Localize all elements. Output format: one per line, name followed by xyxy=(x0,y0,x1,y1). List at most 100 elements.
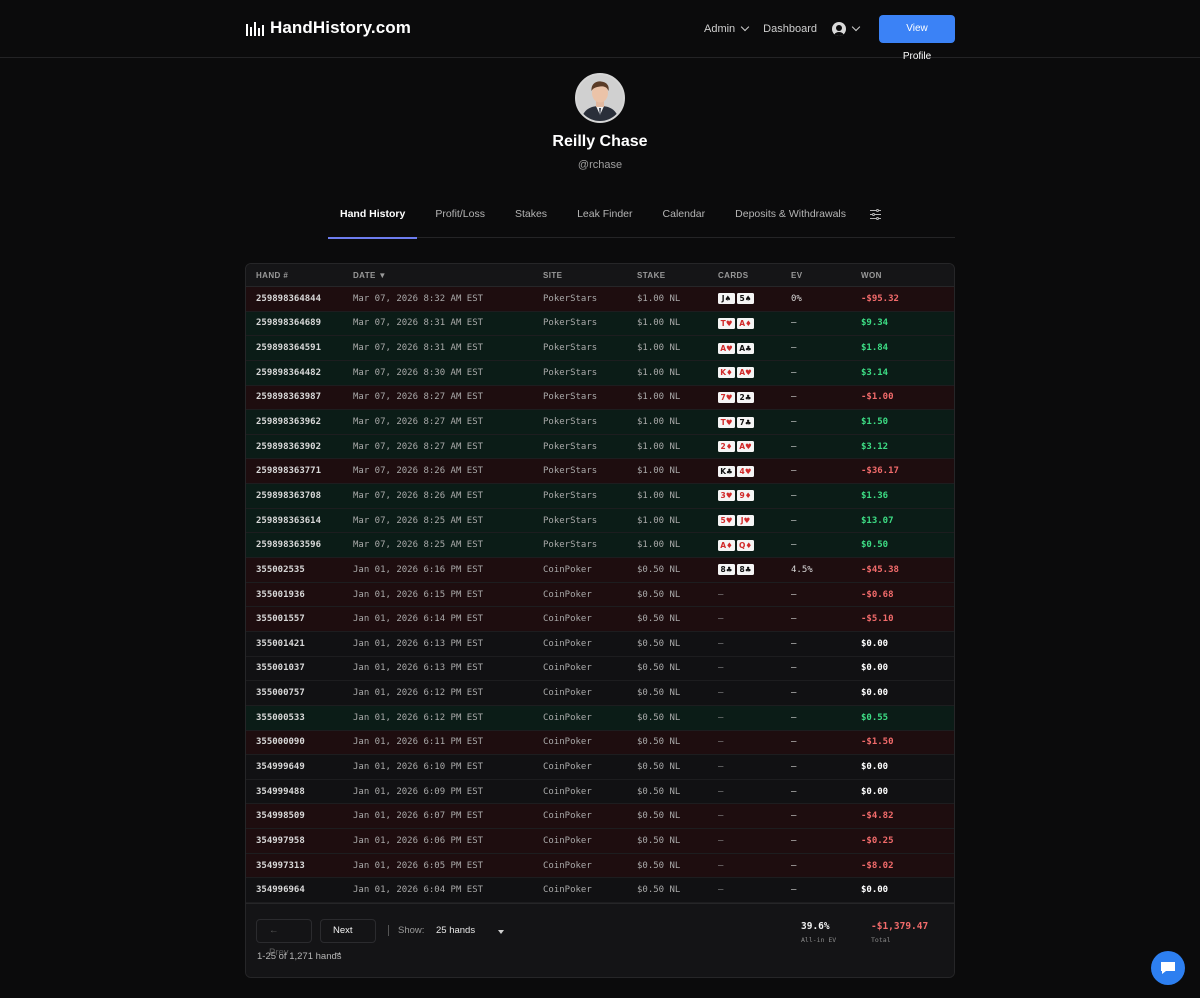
hand-stake: $0.50 NL xyxy=(637,737,681,748)
table-row[interactable]: 259898364844 Mar 07, 2026 8:32 AM EST Poke… xyxy=(246,287,954,312)
caret-down-icon[interactable] xyxy=(498,930,504,934)
hand-date: Mar 07, 2026 8:27 AM EST xyxy=(353,417,484,428)
table-row[interactable]: 355001936 Jan 01, 2026 6:15 PM EST CoinPok… xyxy=(246,582,954,608)
hand-won: -$1.00 xyxy=(861,392,894,403)
results-count: 1-25 of 1,271 hands xyxy=(257,951,342,962)
table-row[interactable]: 354996964 Jan 01, 2026 6:04 PM EST CoinPok… xyxy=(246,878,954,904)
hand-site: CoinPoker xyxy=(543,737,592,748)
table-row[interactable]: 259898363708 Mar 07, 2026 8:26 AM EST Poke… xyxy=(246,484,954,509)
hand-date: Jan 01, 2026 6:11 PM EST xyxy=(353,737,484,748)
column-header-stake[interactable]: STAKE xyxy=(637,270,666,280)
hand-won: -$1.50 xyxy=(861,737,894,748)
hole-cards: 7♥ 2♣ xyxy=(718,391,791,403)
hand-number[interactable]: 354997958 xyxy=(256,835,305,846)
table-header: HAND # DATE ▼ SITE STAKE CARDS EV WON xyxy=(246,264,954,287)
hand-number[interactable]: 354999488 xyxy=(256,786,305,797)
table-row[interactable]: 355000533 Jan 01, 2026 6:12 PM EST CoinPok… xyxy=(246,705,954,731)
column-header-hand[interactable]: HAND # xyxy=(256,270,289,280)
table-row[interactable]: 259898363902 Mar 07, 2026 8:27 AM EST Poke… xyxy=(246,434,954,460)
table-row[interactable]: 259898364591 Mar 07, 2026 8:31 AM EST Poke… xyxy=(246,336,954,361)
admin-menu[interactable]: Admin xyxy=(704,22,750,35)
column-header-cards[interactable]: CARDS xyxy=(718,270,749,280)
hand-number[interactable]: 355000533 xyxy=(256,712,305,723)
hand-number[interactable]: 355001936 xyxy=(256,589,305,600)
hand-ev: — xyxy=(791,761,797,772)
hand-number[interactable]: 355000757 xyxy=(256,688,305,699)
hand-number[interactable]: 354997313 xyxy=(256,860,305,871)
hand-number[interactable]: 259898363708 xyxy=(256,490,322,501)
hand-site: PokerStars xyxy=(543,293,598,304)
table-row[interactable]: 259898363962 Mar 07, 2026 8:27 AM EST Poke… xyxy=(246,410,954,435)
hand-number[interactable]: 354998509 xyxy=(256,811,305,822)
prev-page-button[interactable]: ← Prev xyxy=(256,919,312,958)
column-header-ev[interactable]: EV xyxy=(791,270,803,280)
hole-cards: T♥ A♦ xyxy=(718,317,791,329)
hand-number[interactable]: 259898363902 xyxy=(256,441,322,452)
hand-date: Jan 01, 2026 6:12 PM EST xyxy=(353,688,484,699)
hand-won: -$45.38 xyxy=(861,564,899,575)
hole-cards: T♥ 7♣ xyxy=(718,416,791,428)
table-row[interactable]: 259898364482 Mar 07, 2026 8:30 AM EST Poke… xyxy=(246,360,954,386)
column-header-site[interactable]: SITE xyxy=(543,270,563,280)
hand-number[interactable]: 259898364689 xyxy=(256,318,322,329)
hand-number[interactable]: 354999649 xyxy=(256,761,305,772)
hand-number[interactable]: 355001557 xyxy=(256,614,305,625)
user-menu[interactable] xyxy=(832,22,861,36)
table-row[interactable]: 354999649 Jan 01, 2026 6:10 PM EST CoinPok… xyxy=(246,755,954,780)
column-header-date[interactable]: DATE ▼ xyxy=(353,270,387,280)
hand-number[interactable]: 259898363614 xyxy=(256,515,322,526)
tab-deposits-withdrawals[interactable]: Deposits & Withdrawals xyxy=(735,208,847,220)
table-row[interactable]: 354997313 Jan 01, 2026 6:05 PM EST CoinPok… xyxy=(246,853,954,879)
hand-number[interactable]: 259898363962 xyxy=(256,417,322,428)
hand-date: Jan 01, 2026 6:15 PM EST xyxy=(353,589,484,600)
hand-number[interactable]: 355002535 xyxy=(256,564,305,575)
table-row[interactable]: 355002535 Jan 01, 2026 6:16 PM EST CoinPok… xyxy=(246,558,954,583)
table-row[interactable]: 354998509 Jan 01, 2026 6:07 PM EST CoinPok… xyxy=(246,804,954,830)
hand-number[interactable]: 259898363771 xyxy=(256,466,322,477)
hand-won: -$0.25 xyxy=(861,835,894,846)
hand-number[interactable]: 259898363987 xyxy=(256,392,322,403)
table-row[interactable]: 259898363987 Mar 07, 2026 8:27 AM EST Poke… xyxy=(246,385,954,411)
tab-profit-loss[interactable]: Profit/Loss xyxy=(435,208,485,220)
table-row[interactable]: 354997958 Jan 01, 2026 6:06 PM EST CoinPok… xyxy=(246,829,954,854)
table-row[interactable]: 259898363614 Mar 07, 2026 8:25 AM EST Poke… xyxy=(246,508,954,534)
brand-logo[interactable]: HandHistory.com xyxy=(246,18,411,38)
profile-avatar xyxy=(575,73,625,123)
profile-handle: @rchase xyxy=(577,159,623,171)
hand-number[interactable]: 259898364482 xyxy=(256,367,322,378)
hand-number[interactable]: 355001421 xyxy=(256,638,305,649)
column-header-won[interactable]: WON xyxy=(861,270,882,280)
view-profile-button[interactable]: View Profile xyxy=(879,15,955,62)
hole-cards: — xyxy=(718,786,724,797)
table-row[interactable]: 354999488 Jan 01, 2026 6:09 PM EST CoinPok… xyxy=(246,780,954,805)
tab-leak-finder[interactable]: Leak Finder xyxy=(577,208,633,220)
hand-date: Mar 07, 2026 8:32 AM EST xyxy=(353,293,484,304)
table-row[interactable]: 355001421 Jan 01, 2026 6:13 PM EST CoinPok… xyxy=(246,632,954,657)
hand-number[interactable]: 259898363596 xyxy=(256,540,322,551)
table-row[interactable]: 259898363596 Mar 07, 2026 8:25 AM EST Poke… xyxy=(246,533,954,559)
hand-number[interactable]: 355001037 xyxy=(256,663,305,674)
table-row[interactable]: 355000757 Jan 01, 2026 6:12 PM EST CoinPok… xyxy=(246,681,954,706)
table-row[interactable]: 355001557 Jan 01, 2026 6:14 PM EST CoinPok… xyxy=(246,607,954,632)
tab-stakes[interactable]: Stakes xyxy=(514,208,548,220)
table-row[interactable]: 355000090 Jan 01, 2026 6:11 PM EST CoinPok… xyxy=(246,730,954,756)
hand-number[interactable]: 354996964 xyxy=(256,885,305,896)
hand-number[interactable]: 355000090 xyxy=(256,737,305,748)
sliders-icon[interactable] xyxy=(870,208,882,220)
table-row[interactable]: 355001037 Jan 01, 2026 6:13 PM EST CoinPok… xyxy=(246,657,954,682)
next-page-button[interactable]: Next → xyxy=(320,919,376,958)
dashboard-link[interactable]: Dashboard xyxy=(763,23,817,35)
chat-button[interactable] xyxy=(1151,951,1185,985)
hand-stake: $0.50 NL xyxy=(637,761,681,772)
hand-won: $0.00 xyxy=(861,761,889,772)
hand-number[interactable]: 259898364591 xyxy=(256,343,322,354)
table-row[interactable]: 259898363771 Mar 07, 2026 8:26 AM EST Poke… xyxy=(246,459,954,485)
table-row[interactable]: 259898364689 Mar 07, 2026 8:31 AM EST Poke… xyxy=(246,311,954,337)
hand-number[interactable]: 259898364844 xyxy=(256,293,322,304)
playing-card: 5♥ xyxy=(718,515,735,527)
page-size-select[interactable]: 25 hands xyxy=(436,925,476,936)
tab-calendar[interactable]: Calendar xyxy=(662,208,706,220)
tab-hand-history[interactable]: Hand History xyxy=(328,196,418,239)
hand-won: $0.00 xyxy=(861,663,889,674)
hand-date: Mar 07, 2026 8:27 AM EST xyxy=(353,392,484,403)
